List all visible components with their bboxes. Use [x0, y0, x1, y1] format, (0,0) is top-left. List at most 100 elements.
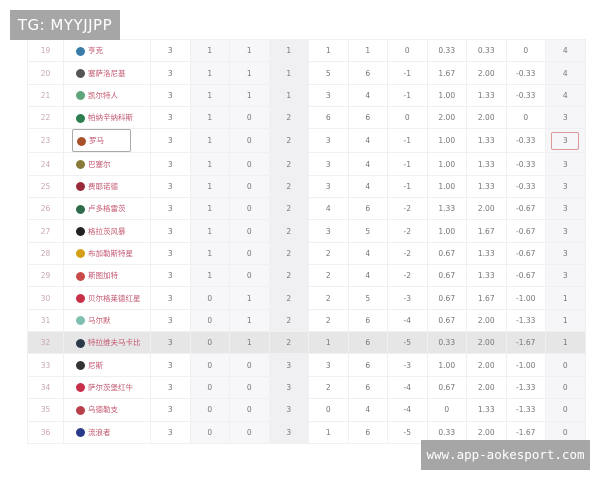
team-name[interactable]: 费耶诺德: [88, 181, 118, 191]
stat-cell: 1.00: [426, 219, 467, 243]
table-row[interactable]: 20 塞萨洛尼基 3 1 1 1 5 6 -1 1.67 2.00 -0.33 4: [27, 61, 586, 85]
table-row[interactable]: 31 马尔默 3 0 1 2 2 6 -4 0.67 2.00 -1.33 1: [27, 308, 586, 333]
table-row[interactable]: 27 格拉茨风暴 3 1 0 2 3 5 -2 1.00 1.67 -0.67 3: [27, 219, 586, 243]
team-cell[interactable]: 尼斯: [63, 353, 151, 377]
team-cell[interactable]: 流浪者: [63, 420, 151, 444]
stat-cell: 1: [229, 331, 270, 355]
team-cell[interactable]: 罗马: [63, 128, 151, 154]
rank-cell: 19: [27, 38, 64, 63]
team-logo-icon: [76, 160, 85, 170]
team-name[interactable]: 巴塞尔: [88, 159, 111, 169]
team-name[interactable]: 流浪者: [88, 427, 111, 437]
table-row[interactable]: 22 帕纳辛纳科斯 3 1 0 2 6 6 0 2.00 2.00 0 3: [27, 106, 586, 130]
table-row[interactable]: 24 巴塞尔 3 1 0 2 3 4 -1 1.00 1.33 -0.33 3: [27, 152, 586, 176]
stat-cell: 3: [150, 398, 191, 422]
stat-cell: 6: [347, 331, 388, 355]
team-name[interactable]: 凯尔特人: [88, 90, 118, 100]
team-cell[interactable]: 凯尔特人: [63, 83, 151, 108]
stat-cell: 3: [150, 197, 191, 221]
table-row[interactable]: 29 斯图加特 3 1 0 2 2 4 -2 0.67 1.33 -0.67 3: [27, 264, 586, 288]
team-name[interactable]: 马尔默: [88, 315, 111, 325]
stat-cell: 4: [347, 174, 388, 199]
team-name[interactable]: 塞萨洛尼基: [88, 68, 126, 78]
team-cell[interactable]: 塞萨洛尼基: [63, 61, 151, 85]
stat-cell: 2: [268, 128, 309, 154]
table-row[interactable]: 23 罗马 3 1 0 2 3 4 -1 1.00 1.33 -0.33 3: [27, 128, 586, 154]
table-row[interactable]: 35 乌德勒支 3 0 0 3 0 4 -4 0 1.33 -1.33 0: [27, 398, 586, 422]
team-cell[interactable]: 斯图加特: [63, 264, 151, 288]
stat-cell: 0: [229, 106, 270, 130]
table-row[interactable]: 34 萨尔茨堡红牛 3 0 0 3 2 6 -4 0.67 2.00 -1.33 0: [27, 375, 586, 400]
rank-cell: 32: [27, 331, 64, 355]
stat-cell: -2: [387, 197, 428, 221]
table-row[interactable]: 36 流浪者 3 0 0 3 1 6 -5 0.33 2.00 -1.67 0: [27, 420, 586, 444]
table-row[interactable]: 19 亨克 3 1 1 1 1 1 0 0.33 0.33 0 4: [27, 38, 586, 63]
points-cell: 4: [545, 83, 586, 108]
table-row[interactable]: 25 费耶诺德 3 1 0 2 3 4 -1 1.00 1.33 -0.33 3: [27, 174, 586, 199]
stat-cell: 0: [387, 106, 428, 130]
team-name[interactable]: 斯图加特: [88, 271, 118, 281]
team-cell[interactable]: 马尔默: [63, 308, 151, 333]
stat-cell: -1.00: [505, 286, 546, 310]
table-row[interactable]: 33 尼斯 3 0 0 3 3 6 -3 1.00 2.00 -1.00 0: [27, 353, 586, 377]
rank-cell: 29: [27, 264, 64, 288]
stat-cell: 0: [505, 106, 546, 130]
stat-cell: 0: [229, 197, 270, 221]
team-logo-icon: [76, 405, 85, 415]
team-cell[interactable]: 卢多格雷茨: [63, 197, 151, 221]
stat-cell: 2.00: [466, 106, 507, 130]
stat-cell: 0.67: [426, 241, 467, 266]
team-cell[interactable]: 帕纳辛纳科斯: [63, 106, 151, 130]
team-name[interactable]: 格拉茨风暴: [88, 226, 126, 236]
rank-cell: 36: [27, 420, 64, 444]
team-cell[interactable]: 乌德勒支: [63, 398, 151, 422]
team-name[interactable]: 乌德勒支: [88, 405, 118, 415]
stat-cell: 2.00: [466, 197, 507, 221]
team-cell[interactable]: 特拉维夫马卡比: [63, 331, 151, 355]
table-row[interactable]: 21 凯尔特人 3 1 1 1 3 4 -1 1.00 1.33 -0.33 4: [27, 83, 586, 108]
stat-cell: 2: [268, 331, 309, 355]
stat-cell: 4: [347, 83, 388, 108]
team-name[interactable]: 帕纳辛纳科斯: [88, 113, 133, 123]
stat-cell: 1: [308, 420, 349, 444]
team-name[interactable]: 尼斯: [88, 360, 103, 370]
stat-cell: 2: [268, 219, 309, 243]
stat-cell: 2: [268, 197, 309, 221]
team-name[interactable]: 卢多格雷茨: [88, 204, 126, 214]
team-name[interactable]: 贝尔格莱德红星: [88, 293, 141, 303]
table-row[interactable]: 28 布加勒斯特星 3 1 0 2 2 4 -2 0.67 1.33 -0.67 3: [27, 241, 586, 266]
team-cell[interactable]: 费耶诺德: [63, 174, 151, 199]
stat-cell: -4: [387, 375, 428, 400]
stat-cell: 3: [150, 61, 191, 85]
team-logo-icon: [76, 271, 85, 281]
team-cell[interactable]: 萨尔茨堡红牛: [63, 375, 151, 400]
stat-cell: -2: [387, 264, 428, 288]
team-cell[interactable]: 巴塞尔: [63, 152, 151, 176]
table-row[interactable]: 32 特拉维夫马卡比 3 0 1 2 1 6 -5 0.33 2.00 -1.67 1: [27, 331, 586, 355]
team-name[interactable]: 萨尔茨堡红牛: [88, 382, 133, 392]
stat-cell: 0.33: [426, 38, 467, 63]
team-name[interactable]: 亨克: [88, 46, 103, 56]
team-logo-icon: [76, 338, 85, 348]
team-cell[interactable]: 格拉茨风暴: [63, 219, 151, 243]
stat-cell: 1: [347, 38, 388, 63]
team-cell[interactable]: 布加勒斯特星: [63, 241, 151, 266]
team-cell[interactable]: 亨克: [63, 38, 151, 63]
rank-cell: 22: [27, 106, 64, 130]
stat-cell: 1: [189, 83, 230, 108]
table-row[interactable]: 26 卢多格雷茨 3 1 0 2 4 6 -2 1.33 2.00 -0.67 3: [27, 197, 586, 221]
team-logo-icon: [76, 227, 85, 237]
stat-cell: 0.67: [426, 375, 467, 400]
points-cell: 1: [545, 308, 586, 333]
team-cell[interactable]: 贝尔格莱德红星: [63, 286, 151, 310]
table-row[interactable]: 30 贝尔格莱德红星 3 0 1 2 2 5 -3 0.67 1.67 -1.00 1: [27, 286, 586, 310]
stat-cell: -5: [387, 331, 428, 355]
team-name[interactable]: 罗马: [89, 136, 104, 146]
stat-cell: 1.33: [466, 152, 507, 176]
stat-cell: 2.00: [466, 61, 507, 85]
team-name[interactable]: 特拉维夫马卡比: [88, 338, 141, 348]
stat-cell: 1: [268, 61, 309, 85]
points-box: 3: [551, 131, 580, 150]
stat-cell: 3: [150, 264, 191, 288]
team-name[interactable]: 布加勒斯特星: [88, 248, 133, 258]
